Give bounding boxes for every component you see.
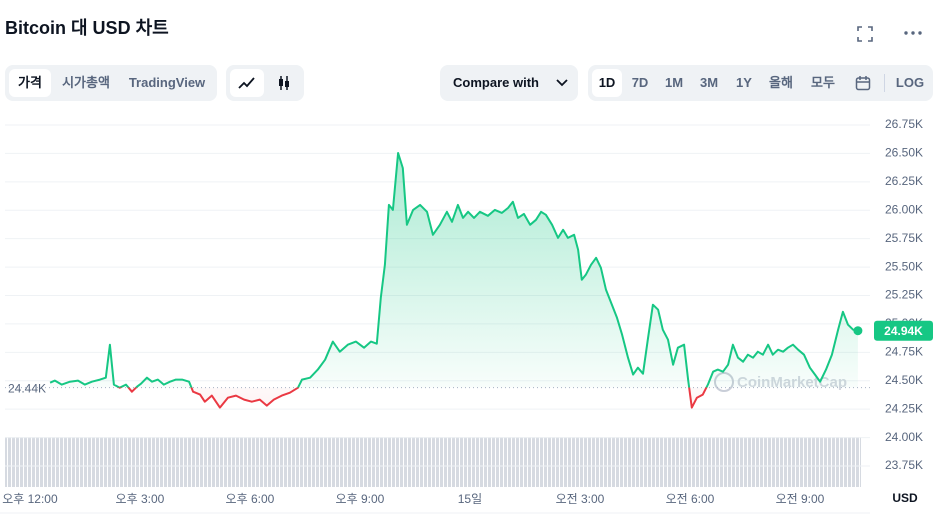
x-tick-label: 오후 9:00 xyxy=(336,492,385,506)
volume-bars xyxy=(5,437,861,487)
range-group: 1D 7D 1M 3M 1Y 올해 모두 LOG xyxy=(588,65,933,101)
x-tick-label: 15일 xyxy=(458,492,482,506)
more-icon[interactable] xyxy=(903,28,923,38)
reference-label: 24.44K xyxy=(8,382,46,396)
y-tick-label: 23.75K xyxy=(885,458,923,472)
fullscreen-icon[interactable] xyxy=(856,25,874,43)
divider xyxy=(884,74,885,92)
tab[interactable]: 시가총액 xyxy=(62,75,110,90)
x-tick-label: 오전 6:00 xyxy=(666,492,715,506)
last-point xyxy=(853,326,863,336)
x-tick-label: 오후 3:00 xyxy=(116,492,165,506)
page-title: Bitcoin 대 USD 차트 xyxy=(5,18,169,38)
range-button[interactable]: 1D xyxy=(592,69,622,97)
y-tick-label: 25.50K xyxy=(885,259,923,273)
price-line xyxy=(49,152,859,409)
range-button[interactable]: 1Y xyxy=(736,75,752,90)
tab[interactable]: TradingView xyxy=(128,75,206,90)
range-button[interactable]: 7D xyxy=(631,75,649,90)
range-button[interactable]: 3M xyxy=(699,75,719,90)
x-tick-label: 오후 6:00 xyxy=(226,492,275,506)
y-tick-label: 25.25K xyxy=(885,288,923,302)
chevron xyxy=(556,79,568,87)
range-button[interactable]: 1M xyxy=(664,75,684,90)
compare-label: Compare with xyxy=(453,75,539,90)
y-tick-label: 26.00K xyxy=(885,202,923,216)
range-button[interactable]: 모두 xyxy=(811,75,835,90)
price-area xyxy=(50,153,858,408)
y-tick-label: 24.25K xyxy=(885,401,923,415)
x-tick-label: 오후 12:00 xyxy=(2,492,58,506)
calendar-icon[interactable] xyxy=(855,75,871,91)
axis-unit: USD xyxy=(892,491,918,505)
x-tick-label: 오전 9:00 xyxy=(776,492,825,506)
compare-dropdown[interactable]: Compare with xyxy=(440,65,578,101)
y-tick-label: 24.75K xyxy=(885,345,923,359)
line-chart-button[interactable] xyxy=(230,69,264,97)
y-tick-label: 26.75K xyxy=(885,117,923,131)
log-button[interactable]: LOG xyxy=(895,75,925,90)
x-tick-label: 오전 3:00 xyxy=(556,492,605,506)
tab[interactable]: 가격 xyxy=(9,69,51,97)
candle-chart-button[interactable] xyxy=(268,69,300,97)
last-label: 24.94K xyxy=(884,324,923,338)
range-button[interactable]: 올해 xyxy=(769,75,793,90)
y-tick-label: 26.25K xyxy=(885,174,923,188)
y-tick-label: 25.75K xyxy=(885,231,923,245)
chart-type-group xyxy=(226,65,304,101)
y-tick-label: 24.00K xyxy=(885,430,923,444)
y-tick-label: 24.50K xyxy=(885,373,923,387)
y-tick-label: 26.50K xyxy=(885,146,923,160)
tab-group: 가격 시가총액 TradingView xyxy=(5,65,217,101)
last-label-box xyxy=(874,320,933,341)
